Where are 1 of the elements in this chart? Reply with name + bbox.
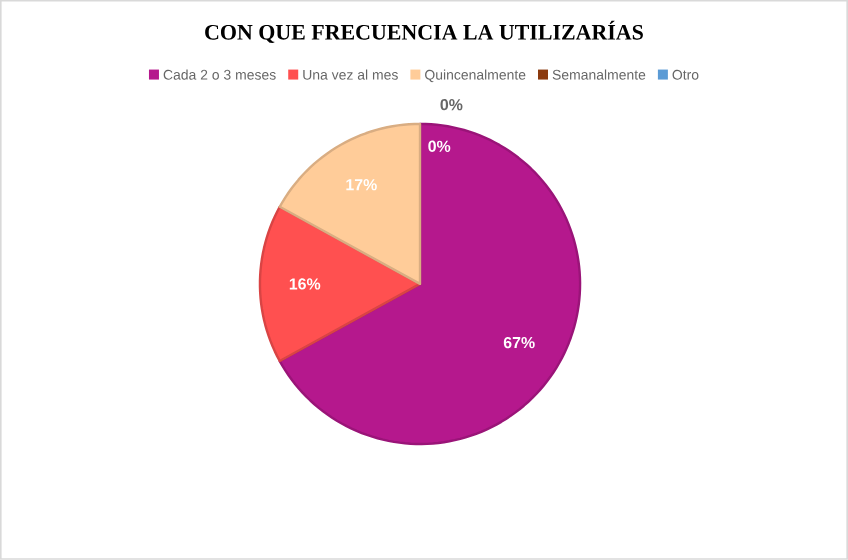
chart-title: CON QUE FRECUENCIA LA UTILIZARÍAS — [205, 20, 643, 44]
